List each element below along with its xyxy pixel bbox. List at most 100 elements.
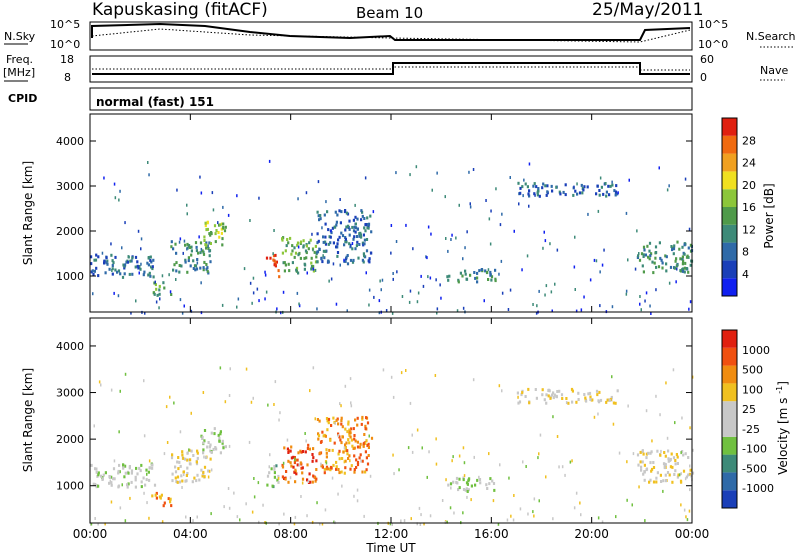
power-cell [93, 269, 96, 273]
velocity-noise-cell [307, 480, 310, 483]
power-cell [580, 183, 583, 187]
power-noise-cell [127, 255, 129, 259]
power-noise-cell [140, 262, 142, 266]
power-cell [324, 242, 328, 246]
power-noise-cell [401, 295, 404, 298]
power-cell [265, 256, 269, 260]
velocity-cell [353, 454, 356, 458]
velocity-cell [182, 456, 185, 460]
velocity-noise-cell [148, 516, 150, 520]
power-noise-cell [534, 193, 536, 197]
velocity-colorbar-tick: 1000 [742, 344, 770, 357]
power-cell [197, 251, 200, 255]
power-cell [654, 256, 657, 260]
power-cell [205, 267, 208, 271]
velocity-cell [316, 418, 319, 421]
power-noise-cell [305, 191, 308, 195]
velocity-cell [323, 471, 326, 475]
velocity-cell [324, 434, 327, 438]
power-cell [158, 288, 161, 292]
power-noise-cell [385, 309, 388, 312]
velocity-noise-cell [452, 455, 454, 459]
velocity-noise-cell [434, 374, 437, 377]
velocity-noise-cell [349, 377, 352, 381]
power-cell [312, 269, 315, 273]
power-cell [465, 277, 469, 281]
velocity-cell [659, 473, 662, 477]
velocity-noise-cell [449, 506, 452, 510]
velocity-noise-cell [110, 500, 113, 504]
velocity-cell [181, 479, 184, 483]
power-cell [555, 185, 558, 189]
velocity-cell [338, 471, 341, 475]
power-cell [671, 248, 674, 252]
power-noise-cell [251, 301, 253, 305]
power-noise-cell [378, 299, 381, 303]
velocity-cell [639, 450, 642, 454]
power-noise-cell [155, 300, 158, 304]
velocity-cell [365, 439, 368, 443]
power-cell [308, 241, 311, 245]
velocity-cell [113, 477, 116, 481]
velocity-noise-cell [466, 495, 468, 499]
velocity-cell [338, 435, 341, 439]
velocity-cell [270, 467, 273, 471]
power-noise-cell [117, 294, 120, 298]
power-ylabel: Slant Range [km] [21, 161, 35, 265]
power-noise-cell [444, 195, 446, 199]
power-cell [316, 250, 320, 254]
power-cell [97, 255, 100, 259]
date-label: 25/May/2011 [592, 0, 704, 20]
power-noise-cell [625, 292, 628, 296]
velocity-cell [637, 463, 640, 467]
velocity-noise-cell [294, 515, 297, 519]
velocity-colorbar-label-exponent: -1 [775, 386, 784, 394]
velocity-noise-cell [435, 462, 438, 466]
velocity-cell [560, 393, 564, 397]
power-cell [205, 263, 208, 266]
velocity-noise-cell [146, 472, 148, 476]
power-cell [340, 210, 343, 214]
velocity-cell [295, 472, 298, 476]
velocity-cell [293, 461, 296, 465]
velocity-cell [323, 467, 326, 471]
velocity-cell [124, 471, 127, 475]
velocity-cell [671, 465, 674, 469]
power-cell [105, 256, 108, 260]
velocity-cell [327, 467, 330, 471]
velocity-cell [640, 465, 643, 469]
velocity-noise-cell [253, 495, 256, 499]
velocity-cell [177, 467, 180, 471]
power-cell [324, 235, 327, 239]
power-cell [206, 269, 209, 273]
velocity-cell [130, 471, 133, 475]
velocity-colorbar-tick: -100 [742, 443, 767, 456]
power-cell [650, 252, 653, 256]
power-cell [124, 263, 127, 267]
velocity-cell [458, 486, 461, 490]
power-cell [111, 267, 114, 271]
power-noise-cell [322, 254, 324, 258]
velocity-noise-cell [678, 473, 681, 477]
power-noise-cell [408, 300, 411, 304]
power-cell [297, 253, 300, 257]
power-cell [206, 227, 209, 231]
velocity-noise-cell [118, 430, 120, 434]
velocity-cell [476, 478, 479, 482]
velocity-colorbar-tick: 500 [742, 364, 763, 377]
power-cell [657, 265, 661, 269]
velocity-cell [302, 450, 305, 453]
velocity-ylabel: Slant Range [km] [21, 368, 35, 472]
power-cell [291, 249, 294, 253]
power-cell [651, 260, 654, 264]
velocity-cell [335, 465, 338, 469]
velocity-cell [123, 475, 126, 479]
velocity-cell [128, 466, 131, 470]
power-noise-cell [617, 191, 619, 195]
velocity-cell [341, 425, 344, 429]
velocity-noise-cell [393, 472, 395, 476]
power-cell [323, 213, 326, 217]
power-cell [545, 193, 548, 197]
velocity-cell [206, 445, 209, 449]
velocity-noise-cell [680, 503, 682, 507]
